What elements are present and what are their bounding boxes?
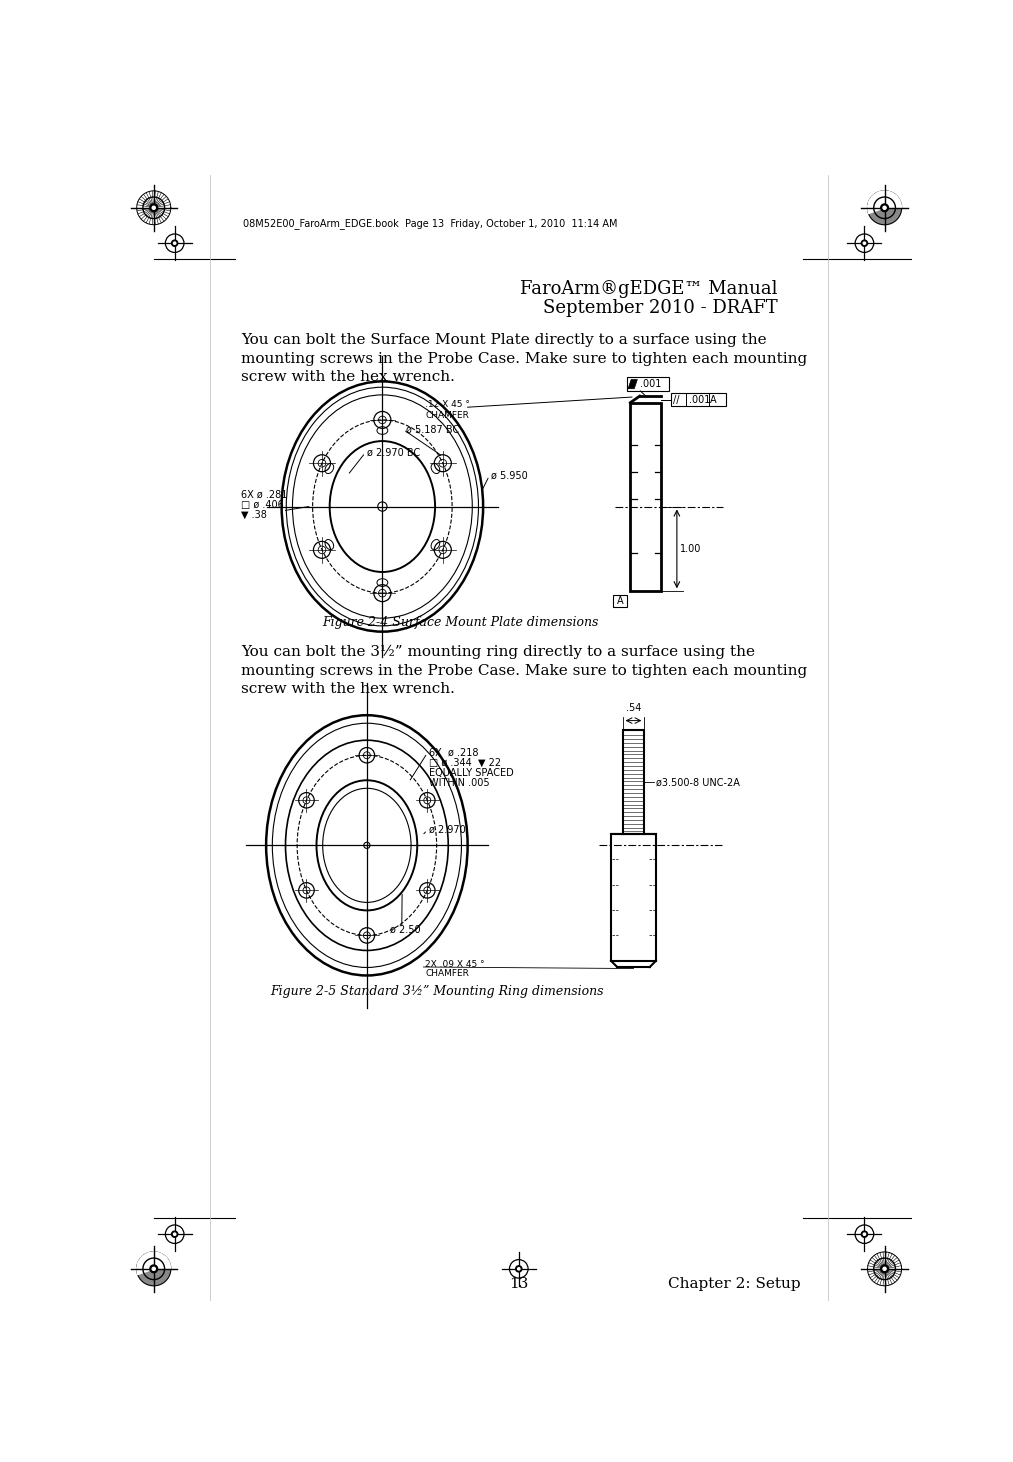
Text: CHAMFER: CHAMFER (425, 969, 469, 978)
Text: screw with the hex wrench.: screw with the hex wrench. (241, 370, 455, 385)
Polygon shape (867, 202, 884, 208)
Circle shape (152, 1268, 155, 1270)
Circle shape (880, 203, 888, 212)
Circle shape (173, 243, 176, 244)
Text: ø 2.970 BC: ø 2.970 BC (367, 447, 420, 458)
Circle shape (173, 1232, 176, 1235)
Text: 6X  ø .218: 6X ø .218 (428, 749, 478, 757)
Polygon shape (154, 1257, 169, 1269)
Polygon shape (142, 1253, 154, 1269)
Text: FaroArm®gEDGE™ Manual: FaroArm®gEDGE™ Manual (520, 281, 778, 298)
Text: EQUALLY SPACED: EQUALLY SPACED (428, 768, 514, 778)
Polygon shape (628, 380, 637, 389)
Polygon shape (137, 1251, 171, 1285)
Polygon shape (884, 196, 901, 208)
Text: September 2010 - DRAFT: September 2010 - DRAFT (543, 298, 778, 317)
Polygon shape (867, 192, 902, 225)
Text: Chapter 2: Setup: Chapter 2: Setup (669, 1278, 801, 1291)
Polygon shape (884, 202, 902, 208)
Polygon shape (873, 192, 884, 208)
Bar (671, 393, 726, 406)
Circle shape (152, 206, 155, 209)
Polygon shape (139, 1257, 154, 1269)
Text: You can bolt the 3½” mounting ring directly to a surface using the: You can bolt the 3½” mounting ring direc… (241, 645, 756, 659)
Polygon shape (154, 1263, 171, 1269)
Circle shape (883, 1268, 886, 1270)
Text: //: // (673, 395, 680, 405)
Polygon shape (867, 1251, 902, 1285)
Circle shape (518, 1268, 520, 1270)
Circle shape (883, 206, 886, 209)
Polygon shape (154, 1251, 160, 1269)
Bar (626, 377, 670, 390)
Text: screw with the hex wrench.: screw with the hex wrench. (241, 683, 455, 696)
Polygon shape (884, 192, 891, 208)
Text: .54: .54 (626, 703, 641, 713)
Polygon shape (148, 1251, 154, 1269)
Bar (611, 833, 656, 961)
Text: Figure 2-5 Standard 3½” Mounting Ring dimensions: Figure 2-5 Standard 3½” Mounting Ring di… (269, 985, 604, 999)
Polygon shape (878, 192, 884, 208)
Text: □ ø .344  ▼ 22: □ ø .344 ▼ 22 (428, 757, 501, 768)
Text: ø3.500-8 UNC-2A: ø3.500-8 UNC-2A (656, 778, 739, 787)
Text: .001: .001 (689, 395, 710, 405)
Circle shape (861, 1231, 867, 1237)
Polygon shape (867, 208, 884, 213)
Text: ø 5.950: ø 5.950 (491, 471, 528, 481)
Text: 08M52E00_FaroArm_EDGE.book  Page 13  Friday, October 1, 2010  11:14 AM: 08M52E00_FaroArm_EDGE.book Page 13 Frida… (243, 218, 617, 228)
Circle shape (863, 1232, 865, 1235)
Text: mounting screws in the Probe Case. Make sure to tighten each mounting: mounting screws in the Probe Case. Make … (241, 664, 807, 677)
Circle shape (171, 240, 177, 246)
Text: WITHIN .005: WITHIN .005 (428, 778, 489, 788)
Text: You can bolt the Surface Mount Plate directly to a surface using the: You can bolt the Surface Mount Plate dir… (241, 333, 767, 348)
Polygon shape (154, 1253, 166, 1269)
Text: A: A (710, 395, 716, 405)
Text: 2X .09 X 45 °: 2X .09 X 45 ° (425, 961, 484, 969)
Text: 6X ø .281: 6X ø .281 (241, 490, 288, 500)
Circle shape (150, 1265, 158, 1273)
Text: A: A (617, 596, 624, 607)
Text: □ ø .406: □ ø .406 (241, 500, 284, 510)
Text: mounting screws in the Probe Case. Make sure to tighten each mounting: mounting screws in the Probe Case. Make … (241, 352, 807, 366)
Polygon shape (884, 193, 897, 208)
Polygon shape (137, 1269, 154, 1275)
Circle shape (880, 1265, 888, 1273)
Circle shape (863, 243, 865, 244)
Polygon shape (869, 196, 884, 208)
Polygon shape (137, 192, 171, 225)
Text: .12 X 45 °
CHAMFER: .12 X 45 ° CHAMFER (425, 401, 470, 421)
Text: Figure 2-4 Surface Mount Plate dimensions: Figure 2-4 Surface Mount Plate dimension… (322, 616, 598, 629)
Text: ø 5.187 BC: ø 5.187 BC (405, 424, 459, 434)
Text: 1.00: 1.00 (680, 544, 701, 554)
Text: 13: 13 (510, 1278, 529, 1291)
Polygon shape (137, 1262, 154, 1269)
Circle shape (150, 203, 158, 212)
Circle shape (516, 1266, 522, 1272)
Circle shape (861, 240, 867, 246)
Circle shape (171, 1231, 177, 1237)
Bar (613, 595, 627, 607)
Bar (623, 730, 644, 833)
Text: ø 2.970: ø 2.970 (428, 825, 466, 835)
Bar (630, 402, 661, 591)
Text: ▼ .38: ▼ .38 (241, 510, 267, 520)
Text: .001: .001 (639, 379, 661, 389)
Text: ø 2.50: ø 2.50 (390, 925, 420, 936)
